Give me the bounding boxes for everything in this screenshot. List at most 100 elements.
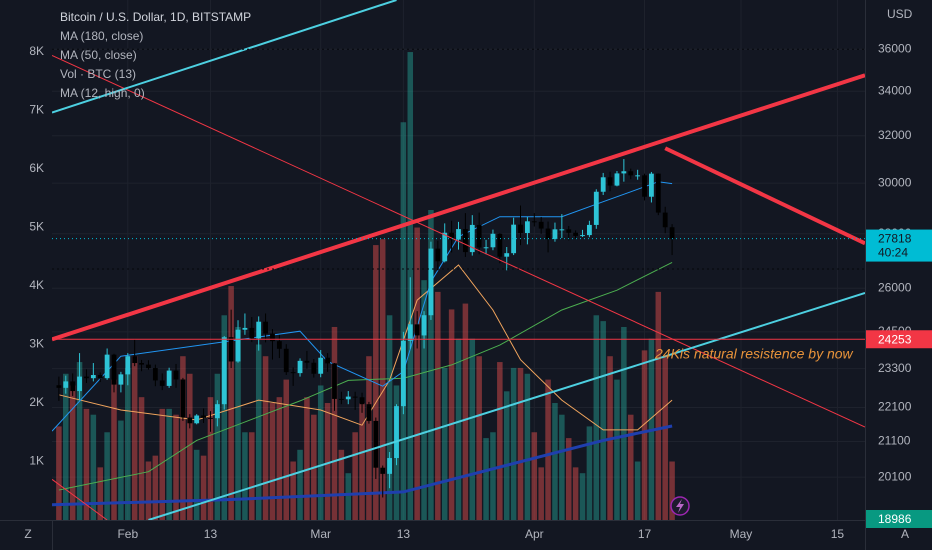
volume-bar bbox=[593, 315, 600, 520]
y2-tick-label: 6K bbox=[29, 161, 44, 175]
candle-body bbox=[435, 248, 441, 262]
candle-body bbox=[462, 229, 468, 253]
candle-body bbox=[325, 357, 331, 364]
candle-body bbox=[159, 380, 165, 386]
candle-body bbox=[152, 368, 158, 381]
candle-body bbox=[332, 363, 337, 399]
y2-tick-label: 1K bbox=[29, 454, 44, 468]
volume-bar bbox=[634, 461, 641, 520]
x-tick-label: Feb bbox=[117, 527, 138, 541]
volume-bar bbox=[455, 338, 462, 520]
volume-bar bbox=[503, 391, 510, 520]
candle-body bbox=[221, 337, 227, 405]
candle-body bbox=[394, 406, 399, 459]
candle-body bbox=[201, 415, 206, 418]
volume-bar bbox=[97, 467, 103, 520]
candle-body bbox=[538, 221, 544, 229]
candle-body bbox=[290, 372, 296, 374]
volume-bar bbox=[600, 321, 606, 520]
candle-body bbox=[593, 191, 599, 225]
volume-bar bbox=[90, 414, 97, 520]
alert-icon[interactable] bbox=[670, 496, 690, 516]
x-tick-label: 13 bbox=[397, 527, 411, 541]
volume-bar bbox=[352, 432, 358, 520]
candle-body bbox=[366, 404, 372, 421]
candle-body bbox=[256, 321, 262, 339]
y-tick-label: 20100 bbox=[878, 469, 912, 483]
volume-bar bbox=[497, 362, 503, 520]
candle-body bbox=[607, 177, 613, 186]
volume-bar bbox=[510, 367, 517, 520]
candle-body bbox=[228, 337, 234, 362]
y2-tick-label: 4K bbox=[29, 278, 44, 292]
volume-bar bbox=[559, 414, 565, 520]
y-axis-label: USD bbox=[887, 7, 913, 21]
volume-bar bbox=[235, 326, 241, 520]
candle-body bbox=[132, 356, 138, 364]
volume-bar bbox=[214, 373, 221, 520]
y-tick-label: 22100 bbox=[878, 400, 912, 414]
volume-bar bbox=[669, 461, 675, 520]
volume-bar bbox=[641, 350, 648, 520]
volume-bar bbox=[579, 473, 586, 520]
y2-tick-label: 7K bbox=[29, 103, 44, 117]
candle-body bbox=[214, 404, 220, 419]
candle-body bbox=[270, 333, 275, 342]
candle-body bbox=[166, 370, 172, 386]
trend-line bbox=[52, 73, 865, 342]
candle-body bbox=[497, 233, 503, 257]
candle-body bbox=[77, 376, 82, 392]
volume-bar bbox=[655, 291, 662, 520]
y-tick-label: 34000 bbox=[878, 83, 912, 97]
volume-bar bbox=[180, 356, 186, 520]
candle-body bbox=[573, 232, 579, 236]
candle-body bbox=[125, 356, 131, 375]
volume-bar bbox=[373, 245, 379, 520]
legend: Bitcoin / U.S. Dollar, 1D, BITSTAMP MA (… bbox=[60, 10, 251, 100]
volume-bar bbox=[476, 356, 482, 520]
trend-line bbox=[664, 146, 865, 246]
volume-bar bbox=[545, 379, 551, 520]
candle-body bbox=[90, 375, 96, 379]
candle-body bbox=[56, 385, 62, 388]
volume-bar bbox=[187, 373, 193, 520]
candle-body bbox=[345, 396, 351, 400]
volume-bar bbox=[249, 432, 255, 520]
candle-body bbox=[297, 360, 303, 374]
y-tick-label: 21100 bbox=[878, 434, 911, 448]
volume-bar bbox=[490, 432, 496, 520]
candle-body bbox=[490, 233, 496, 248]
volume-bar bbox=[297, 449, 303, 520]
candle-body bbox=[104, 354, 110, 379]
y-tick-label: 36000 bbox=[878, 41, 912, 55]
candle-body bbox=[139, 363, 144, 365]
volume-bar bbox=[173, 414, 179, 520]
volume-bar bbox=[269, 403, 276, 520]
volume-bar bbox=[469, 338, 476, 520]
ma-line bbox=[52, 424, 673, 507]
candle-body bbox=[380, 467, 386, 474]
y-tick-label: 26000 bbox=[878, 280, 912, 294]
volume-bar bbox=[524, 373, 531, 520]
legend-entry: MA (12, high, 0) bbox=[60, 86, 145, 100]
candle-body bbox=[483, 247, 489, 249]
legend-entry: MA (50, close) bbox=[60, 48, 137, 62]
volume-bar bbox=[552, 403, 558, 520]
current-price-marker bbox=[866, 229, 932, 262]
annotation: 24Kis natural resistence by now bbox=[654, 346, 854, 362]
candle-body bbox=[70, 381, 76, 392]
price-marker bbox=[866, 509, 932, 528]
candle-body bbox=[621, 171, 627, 174]
toolbar-button[interactable]: Z bbox=[24, 527, 31, 541]
trend-line bbox=[52, 0, 397, 114]
candle-body bbox=[421, 315, 427, 336]
volume-bar bbox=[290, 461, 296, 520]
price-marker-label: 24253 bbox=[878, 332, 912, 346]
trend-line bbox=[52, 478, 108, 520]
candle-body bbox=[669, 227, 675, 239]
toolbar-button[interactable]: A bbox=[901, 527, 909, 541]
volume-bar bbox=[400, 122, 407, 520]
candle-body bbox=[208, 417, 213, 419]
candle-body bbox=[545, 228, 551, 240]
